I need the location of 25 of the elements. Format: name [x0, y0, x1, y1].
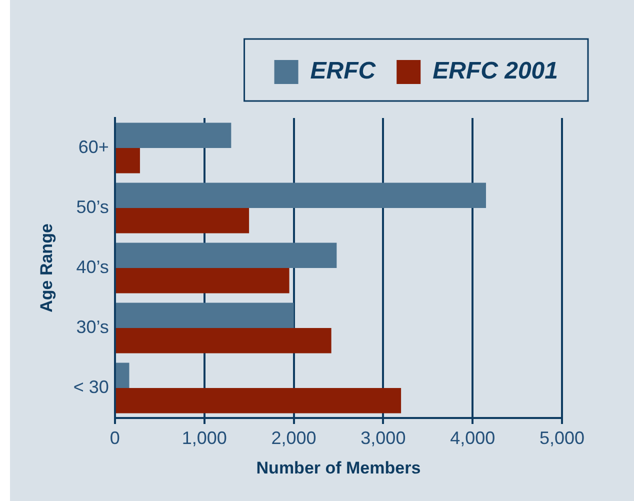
- x-tick-label: 2,000: [271, 428, 316, 448]
- y-tick-label: < 30: [73, 376, 109, 397]
- y-tick-label: 60+: [78, 136, 109, 157]
- x-tick-label: 4,000: [450, 428, 496, 448]
- y-tick-label: 30’s: [76, 316, 109, 337]
- bar: [116, 148, 140, 174]
- bar: [116, 122, 232, 148]
- bar: [116, 182, 486, 208]
- y-tick-label: 50’s: [76, 196, 109, 217]
- bar: [116, 362, 130, 388]
- x-axis-title: Number of Members: [256, 458, 421, 478]
- bar: [116, 268, 290, 294]
- y-tick-label: 40’s: [76, 256, 109, 277]
- x-tick-label: 0: [110, 428, 120, 448]
- x-tick-label: 3,000: [360, 428, 406, 448]
- bar: [116, 328, 332, 354]
- bar: [116, 388, 402, 414]
- bar: [116, 302, 294, 328]
- y-axis-title: Age Range: [36, 224, 56, 312]
- x-tick-label: 5,000: [539, 428, 585, 448]
- x-tick-label: 1,000: [182, 428, 227, 448]
- bar: [116, 242, 337, 268]
- bar: [116, 208, 250, 234]
- legend-label: ERFC: [310, 58, 376, 85]
- legend-label: ERFC 2001: [432, 58, 558, 85]
